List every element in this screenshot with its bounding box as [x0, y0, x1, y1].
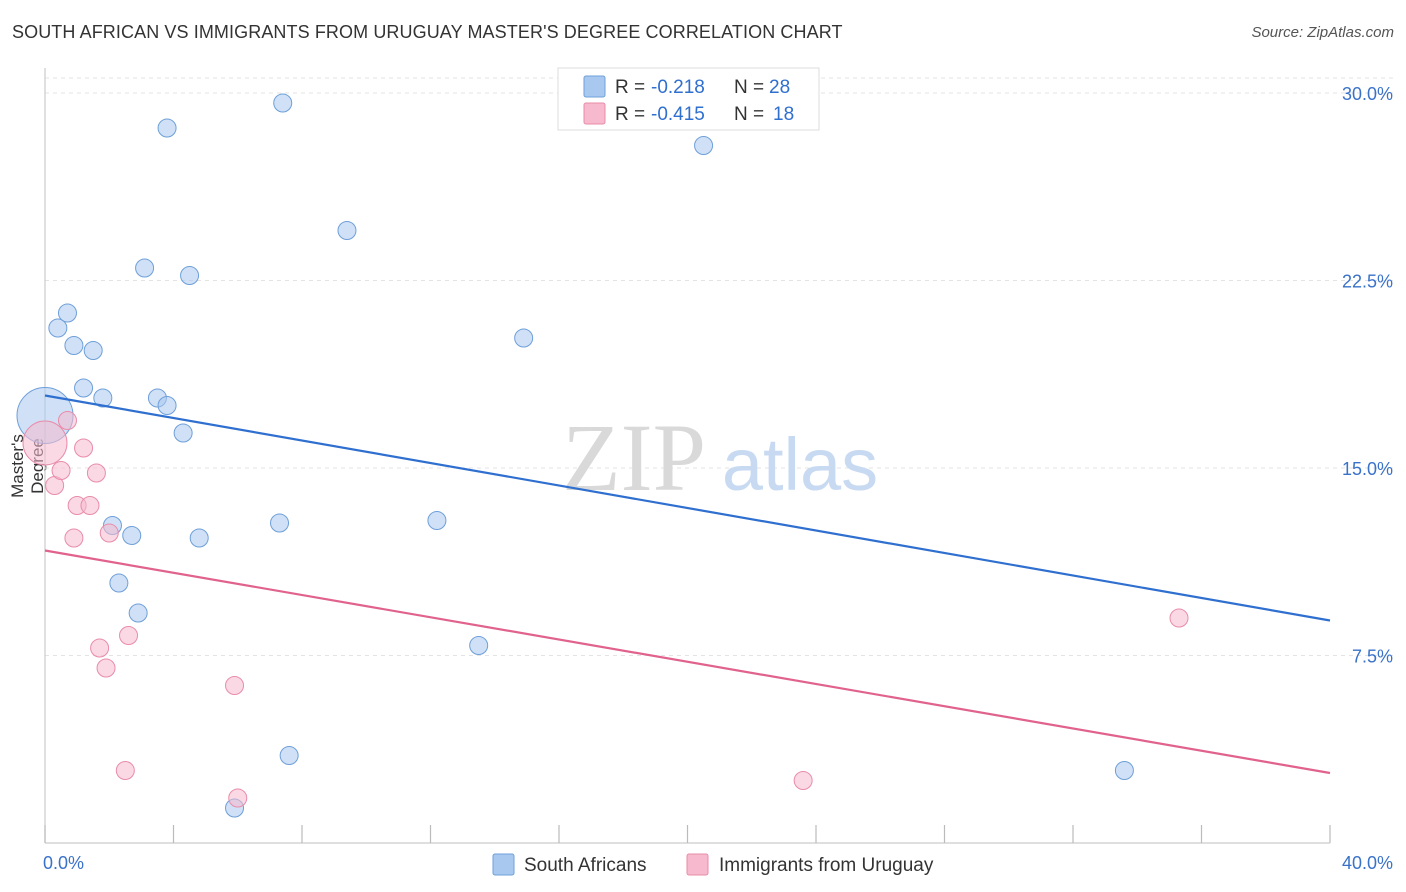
watermark-atlas: atlas [722, 423, 878, 506]
point-south-africans [157, 396, 177, 415]
x-tick-label-min: 0.0% [43, 853, 84, 873]
point-uruguay [96, 658, 116, 678]
stats-n-label: N = [734, 77, 764, 98]
point-uruguay [80, 496, 100, 515]
point-uruguay [51, 461, 71, 480]
y-tick-label: 7.5% [1352, 647, 1393, 667]
stats-r-value: -0.415 [651, 104, 705, 125]
x-tick-label-max: 40.0% [1342, 853, 1393, 873]
point-south-africans [93, 388, 113, 408]
stats-n-value: 28 [769, 77, 790, 98]
point-uruguay [228, 788, 248, 808]
legend-label-south-africans: South Africans [524, 855, 647, 876]
point-uruguay [64, 528, 84, 548]
point-uruguay [74, 438, 94, 458]
y-tick-label: 30.0% [1342, 84, 1393, 104]
point-south-africans [180, 266, 200, 285]
point-south-africans [64, 336, 84, 355]
point-uruguay [115, 761, 135, 780]
legend-swatch-south-africans [492, 853, 515, 876]
point-uruguay [119, 626, 139, 645]
point-south-africans [135, 258, 155, 278]
point-south-africans [279, 746, 299, 765]
point-uruguay [86, 463, 106, 483]
y-tick-label: 15.0% [1342, 459, 1393, 479]
point-uruguay [22, 420, 68, 466]
source-credit: Source: ZipAtlas.com [1251, 24, 1394, 41]
point-south-africans [1114, 761, 1134, 780]
point-south-africans [273, 93, 293, 113]
point-uruguay [99, 523, 119, 543]
legend-swatch-uruguay [686, 853, 709, 876]
stats-legend: R = -0.218 N = 28 R = -0.415 N = 18 [557, 67, 820, 131]
chart-title: SOUTH AFRICAN VS IMMIGRANTS FROM URUGUAY… [12, 22, 843, 42]
stats-n-label: N = [734, 104, 764, 125]
point-uruguay [1169, 608, 1189, 628]
point-uruguay [225, 676, 245, 695]
point-south-africans [57, 303, 77, 323]
point-south-africans [694, 136, 714, 155]
data-points [16, 93, 1189, 818]
point-south-africans [189, 528, 209, 548]
point-south-africans [427, 511, 447, 530]
point-south-africans [270, 513, 290, 533]
stats-n-value: 18 [773, 104, 794, 125]
stats-r-label: R = [615, 104, 645, 125]
series-legend: South Africans Immigrants from Uruguay [492, 853, 934, 876]
point-south-africans [109, 573, 129, 593]
trend-line-south-africans [44, 394, 1331, 622]
y-tick-label: 22.5% [1342, 272, 1393, 292]
stats-r-value: -0.218 [651, 77, 705, 98]
point-uruguay [90, 638, 110, 658]
x-tick-labels: 0.0% 40.0% [43, 853, 1393, 873]
legend-label-uruguay: Immigrants from Uruguay [719, 855, 934, 876]
trend-line-uruguay [44, 549, 1331, 775]
y-tick-labels: 7.5% 15.0% 22.5% 30.0% [1342, 84, 1393, 667]
point-south-africans [48, 318, 68, 338]
point-south-africans [157, 118, 177, 138]
watermark: ZIP atlas [562, 404, 878, 511]
point-south-africans [122, 526, 142, 545]
point-south-africans [173, 423, 193, 443]
trend-lines [44, 394, 1331, 775]
stats-swatch-south-africans [583, 75, 606, 98]
point-south-africans [83, 341, 103, 360]
point-south-africans [469, 636, 489, 655]
watermark-zip: ZIP [562, 404, 706, 511]
gridlines [45, 77, 1393, 656]
point-south-africans [74, 378, 94, 398]
stats-swatch-uruguay [583, 102, 606, 125]
stats-r-label: R = [615, 77, 645, 98]
point-south-africans [514, 328, 534, 348]
point-uruguay [793, 771, 813, 790]
point-south-africans [128, 603, 148, 623]
point-south-africans [337, 221, 357, 240]
point-uruguay [57, 411, 77, 430]
